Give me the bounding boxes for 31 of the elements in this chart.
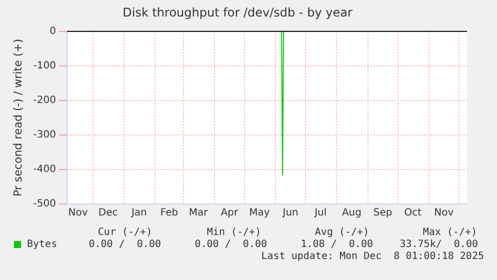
- y-tick-label: 0: [50, 26, 56, 37]
- text: Avg (-/+): [314, 227, 370, 239]
- text: Max (-/+): [422, 227, 478, 239]
- text: 0.00 / 0.00: [194, 239, 267, 251]
- text: 1.08 / 0.00: [300, 239, 373, 251]
- y-axis-title: Pr second read (-) / write (+): [11, 38, 24, 197]
- x-tick-label: Oct: [404, 208, 422, 219]
- x-tick-label: Aug: [342, 208, 362, 219]
- x-tick-label: Feb: [160, 208, 178, 219]
- y-tick-label: -200: [33, 95, 56, 106]
- legend-label: Bytes: [27, 239, 58, 251]
- text: 0.00 / 0.00: [88, 239, 161, 251]
- y-tick-label: -300: [33, 130, 56, 141]
- y-tick-label: -500: [33, 198, 56, 210]
- chart-title: Disk throughput for /dev/sdb - by year: [122, 5, 352, 20]
- text: Cur (-/+): [96, 227, 154, 239]
- x-tick-label: Mar: [188, 208, 209, 219]
- x-tick-label: Jan: [130, 208, 147, 219]
- x-tick-label: Sep: [373, 208, 392, 219]
- x-tick-label: Nov: [434, 208, 454, 219]
- y-tick-label: -100: [33, 60, 56, 72]
- text: Min (-/+): [206, 227, 262, 239]
- text: Last update: Mon Dec 8 01:00:18 2025: [261, 251, 484, 263]
- text: 33.75k/ 0.00: [400, 239, 478, 251]
- y-tick-label: -400: [33, 164, 56, 176]
- x-tick-label: Dec: [98, 208, 118, 219]
- x-tick-label: Jun: [282, 208, 298, 219]
- x-tick-label: Nov: [68, 208, 88, 219]
- x-tick-label: Jul: [314, 208, 327, 219]
- x-tick-label: May: [249, 208, 270, 219]
- x-tick-label: Apr: [220, 208, 239, 219]
